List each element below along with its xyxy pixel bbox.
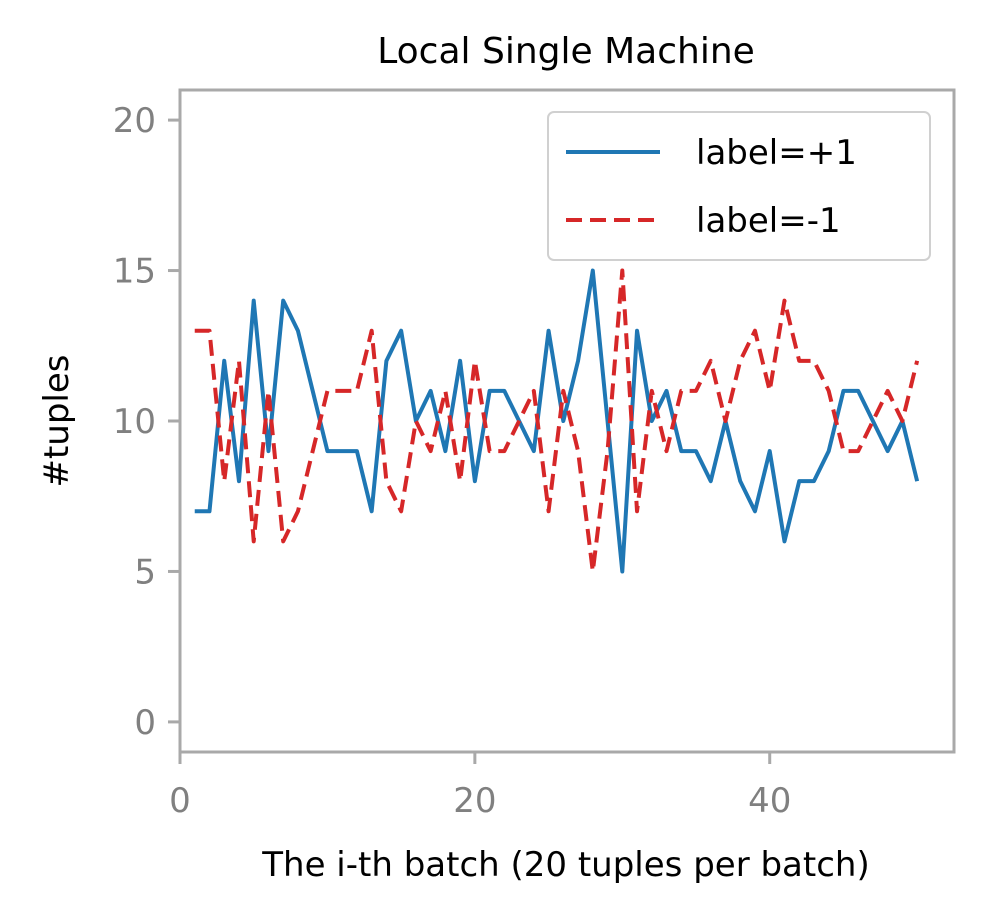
chart-title: Local Single Machine bbox=[377, 31, 755, 72]
series-line-positive bbox=[194, 268, 920, 574]
y-tick-label: 15 bbox=[113, 252, 156, 292]
y-tick-label: 20 bbox=[113, 101, 156, 141]
legend: label=+1 label=-1 bbox=[547, 111, 931, 261]
y-tick-label: 5 bbox=[134, 552, 156, 592]
y-axis: 0 5 10 15 20 bbox=[113, 101, 180, 743]
series-line-negative bbox=[194, 268, 920, 574]
x-tick-label: 20 bbox=[453, 781, 496, 821]
y-tick-label: 10 bbox=[113, 402, 156, 442]
series-layer bbox=[194, 268, 920, 574]
x-tick-label: 40 bbox=[748, 781, 791, 821]
x-tick-label: 0 bbox=[169, 781, 191, 821]
y-axis-label: #tuples bbox=[37, 354, 77, 487]
x-axis-label: The i-th batch (20 tuples per batch) bbox=[261, 845, 869, 885]
legend-label-negative: label=-1 bbox=[696, 201, 841, 241]
legend-frame bbox=[547, 111, 931, 261]
legend-label-positive: label=+1 bbox=[696, 133, 857, 173]
y-tick-label: 0 bbox=[134, 703, 156, 743]
x-axis: 0 20 40 bbox=[169, 752, 791, 821]
